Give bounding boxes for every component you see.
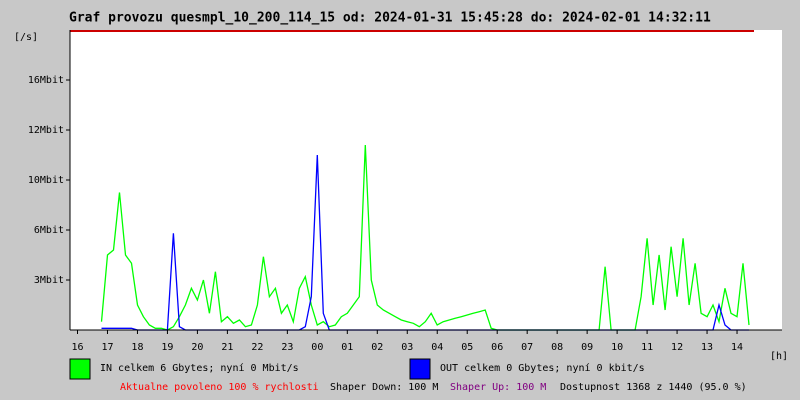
x-tick-label: 03 [401,342,413,353]
x-tick-label: 09 [581,342,593,353]
x-tick-label: 14 [731,342,743,353]
y-tick-label: 6Mbit [34,225,64,236]
footer-text: Dostupnost 1368 z 1440 (95.0 %) [560,382,747,393]
footer-text: Shaper Up: 100 M [450,382,546,393]
x-tick-label: 17 [101,342,113,353]
y-axis-label: [/s] [14,32,38,43]
y-tick-label: 12Mbit [28,125,64,136]
x-tick-label: 06 [491,342,503,353]
y-tick-label: 16Mbit [28,75,64,86]
x-tick-label: 05 [461,342,473,353]
plot-area [70,30,782,330]
footer-text: Shaper Down: 100 M [330,382,438,393]
y-tick-label: 10Mbit [28,175,64,186]
legend-label: OUT celkem 0 Gbytes; nyní 0 kbit/s [440,362,645,374]
x-tick-label: 04 [431,342,443,353]
x-tick-label: 12 [671,342,683,353]
legend-swatch [69,358,91,380]
y-tick-label: 3Mbit [34,275,64,286]
x-tick-label: 18 [131,342,143,353]
footer-text: Aktualne povoleno 100 % rychlosti [120,382,319,393]
x-tick-label: 07 [521,342,533,353]
x-tick-label: 19 [161,342,173,353]
x-tick-label: 02 [371,342,383,353]
x-axis-label: [h] [770,351,788,362]
x-tick-label: 22 [251,342,263,353]
chart-title: Graf provozu quesmpl_10_200_114_15 od: 2… [69,11,711,26]
x-tick-label: 10 [611,342,623,353]
x-tick-label: 21 [221,342,233,353]
x-tick-label: 11 [641,342,653,353]
x-tick-label: 13 [701,342,713,353]
legend-label: IN celkem 6 Gbytes; nyní 0 Mbit/s [100,362,299,374]
x-tick-label: 00 [311,342,323,353]
x-tick-label: 08 [551,342,563,353]
x-tick-label: 16 [71,342,83,353]
x-tick-label: 01 [341,342,353,353]
legend-swatch [409,358,431,380]
series-line [100,144,750,331]
x-tick-label: 23 [281,342,293,353]
x-tick-label: 20 [191,342,203,353]
